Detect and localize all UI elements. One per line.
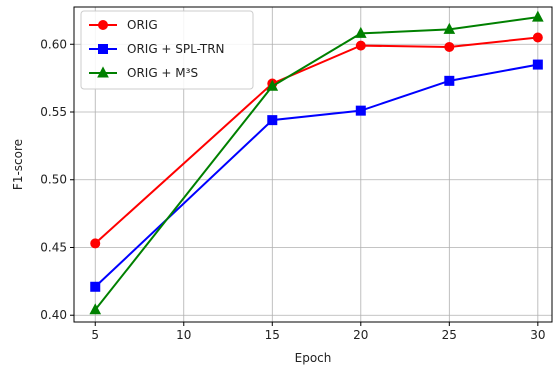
x-tick-label: 10 bbox=[176, 328, 191, 342]
data-point bbox=[532, 59, 543, 70]
data-point bbox=[354, 26, 367, 38]
x-tick-label: 30 bbox=[530, 328, 545, 342]
legend-entry: ORIG bbox=[89, 18, 158, 32]
data-point bbox=[90, 238, 101, 249]
legend-label: ORIG + SPL-TRN bbox=[127, 42, 225, 56]
legend-entry: ORIG + M³S bbox=[89, 66, 198, 80]
data-point bbox=[355, 40, 366, 51]
data-point bbox=[444, 75, 455, 86]
legend-box bbox=[80, 10, 254, 90]
data-point bbox=[532, 10, 544, 22]
legend-marker bbox=[98, 44, 108, 54]
legend-label: ORIG bbox=[127, 18, 158, 32]
x-tick-label: 25 bbox=[442, 328, 457, 342]
legend-label: ORIG + M³S bbox=[127, 66, 198, 80]
series-line bbox=[94, 63, 539, 288]
series-layer bbox=[89, 10, 544, 315]
data-point bbox=[267, 115, 278, 126]
legend-entry: ORIG + SPL-TRN bbox=[89, 42, 225, 56]
legend-marker bbox=[98, 20, 108, 30]
data-point bbox=[444, 41, 455, 52]
legend: ORIG ORIG + SPL-TRN ORIG + M³S bbox=[80, 10, 254, 90]
y-tick-label: 0.50 bbox=[40, 173, 67, 187]
series-3 bbox=[89, 10, 544, 315]
x-tick-label: 20 bbox=[353, 328, 368, 342]
data-point bbox=[89, 303, 102, 315]
axis-ticks: 5 10 15 20 25 30 0.40 0.45 0.50 0.55 0.60 bbox=[40, 37, 545, 342]
series-1 bbox=[90, 32, 543, 249]
y-tick-label: 0.45 bbox=[40, 240, 67, 254]
x-tick-label: 5 bbox=[91, 328, 99, 342]
y-axis-label: F1-score bbox=[11, 139, 25, 190]
y-tick-label: 0.55 bbox=[40, 105, 67, 119]
y-tick-label: 0.40 bbox=[40, 308, 67, 322]
x-axis-label: Epoch bbox=[295, 351, 332, 365]
legend-marker bbox=[97, 66, 109, 78]
y-tick-label: 0.60 bbox=[40, 37, 67, 51]
data-point bbox=[443, 22, 456, 34]
data-point bbox=[90, 281, 101, 292]
plot-frame bbox=[73, 6, 553, 323]
data-point bbox=[532, 32, 543, 43]
data-point bbox=[355, 105, 366, 116]
series-2 bbox=[90, 59, 543, 292]
data-point bbox=[266, 79, 279, 91]
x-tick-label: 15 bbox=[265, 328, 280, 342]
